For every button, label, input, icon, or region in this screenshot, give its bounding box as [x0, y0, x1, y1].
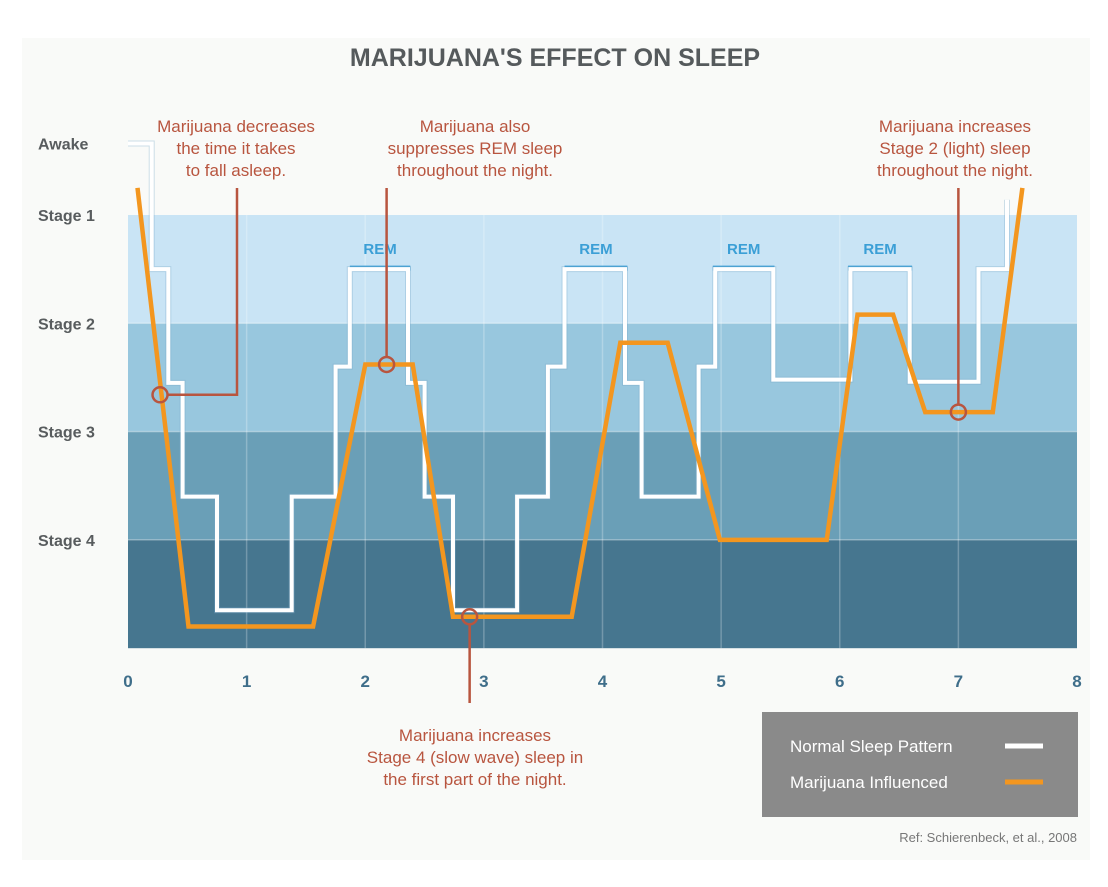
x-tick-label: 5	[716, 672, 725, 691]
x-tick-label: 4	[598, 672, 608, 691]
annotation-marker	[151, 386, 169, 404]
annotation-marker	[460, 608, 479, 626]
y-tick-label: Stage 4	[38, 533, 95, 550]
annotation-leader	[168, 188, 239, 397]
series-normal-sleep	[128, 141, 1009, 613]
legend-label-normal: Normal Sleep Pattern	[790, 737, 953, 756]
reference-note: Ref: Schierenbeck, et al., 2008	[899, 830, 1077, 845]
x-tick-label: 7	[954, 672, 963, 691]
x-tick-label: 1	[242, 672, 251, 691]
annotation-text: Marijuana decreases	[157, 117, 315, 136]
rem-label: REM	[863, 241, 896, 258]
chart-title: MARIJUANA'S EFFECT ON SLEEP	[350, 44, 760, 72]
annotation-text: throughout the night.	[877, 161, 1033, 180]
stage-band-4	[128, 539, 1077, 649]
x-tick-label: 0	[123, 672, 132, 691]
series-marijuana	[135, 187, 1025, 629]
annotation-text: Stage 2 (light) sleep	[879, 139, 1030, 158]
legend-box	[762, 712, 1078, 817]
y-tick-label: Stage 1	[38, 208, 95, 225]
annotation-text: to fall asleep.	[186, 161, 286, 180]
annotation-text: the first part of the night.	[383, 770, 566, 789]
stage-band-2	[128, 323, 1077, 432]
y-tick-label: Awake	[38, 137, 89, 154]
annotation-text: Marijuana also	[420, 117, 531, 136]
x-tick-label: 8	[1072, 672, 1081, 691]
annotation-text: the time it takes	[176, 139, 295, 158]
y-tick-label: Stage 2	[38, 316, 95, 333]
y-tick-label: Stage 3	[38, 425, 95, 442]
annotation-text: suppresses REM sleep	[388, 139, 563, 158]
annotation-marker	[377, 355, 396, 374]
x-tick-label: 3	[479, 672, 488, 691]
x-tick-label: 6	[835, 672, 844, 691]
annotation-text: Stage 4 (slow wave) sleep in	[367, 748, 583, 767]
rem-label: REM	[363, 241, 396, 258]
annotation-text: Marijuana increases	[879, 117, 1031, 136]
rem-label: REM	[727, 241, 760, 258]
annotation-text: Marijuana increases	[399, 726, 551, 745]
legend: Normal Sleep Pattern Marijuana Influence…	[762, 712, 1078, 817]
annotation-marker	[949, 403, 968, 421]
legend-label-marijuana: Marijuana Influenced	[790, 773, 948, 792]
annotation-text: throughout the night.	[397, 161, 553, 180]
x-tick-label: 2	[361, 672, 370, 691]
rem-label: REM	[579, 241, 612, 258]
